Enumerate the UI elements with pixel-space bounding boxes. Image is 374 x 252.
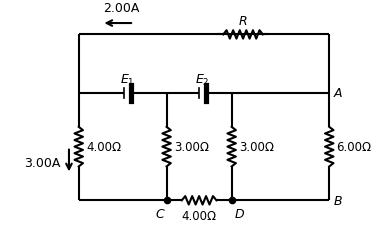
Text: $E_2$: $E_2$ xyxy=(195,73,209,88)
Text: B: B xyxy=(333,194,342,207)
Text: 4.00Ω: 4.00Ω xyxy=(86,141,121,153)
Text: D: D xyxy=(234,208,244,220)
Text: 3.00Ω: 3.00Ω xyxy=(174,141,209,153)
Text: 3.00A: 3.00A xyxy=(24,157,61,170)
Text: R: R xyxy=(239,15,247,28)
Text: 2.00A: 2.00A xyxy=(103,2,140,15)
Text: 4.00Ω: 4.00Ω xyxy=(181,210,217,223)
Text: $E_1$: $E_1$ xyxy=(120,73,135,88)
Text: 6.00Ω: 6.00Ω xyxy=(337,141,371,153)
Text: 3.00Ω: 3.00Ω xyxy=(239,141,274,153)
Text: C: C xyxy=(155,208,164,220)
Text: A: A xyxy=(333,87,342,100)
